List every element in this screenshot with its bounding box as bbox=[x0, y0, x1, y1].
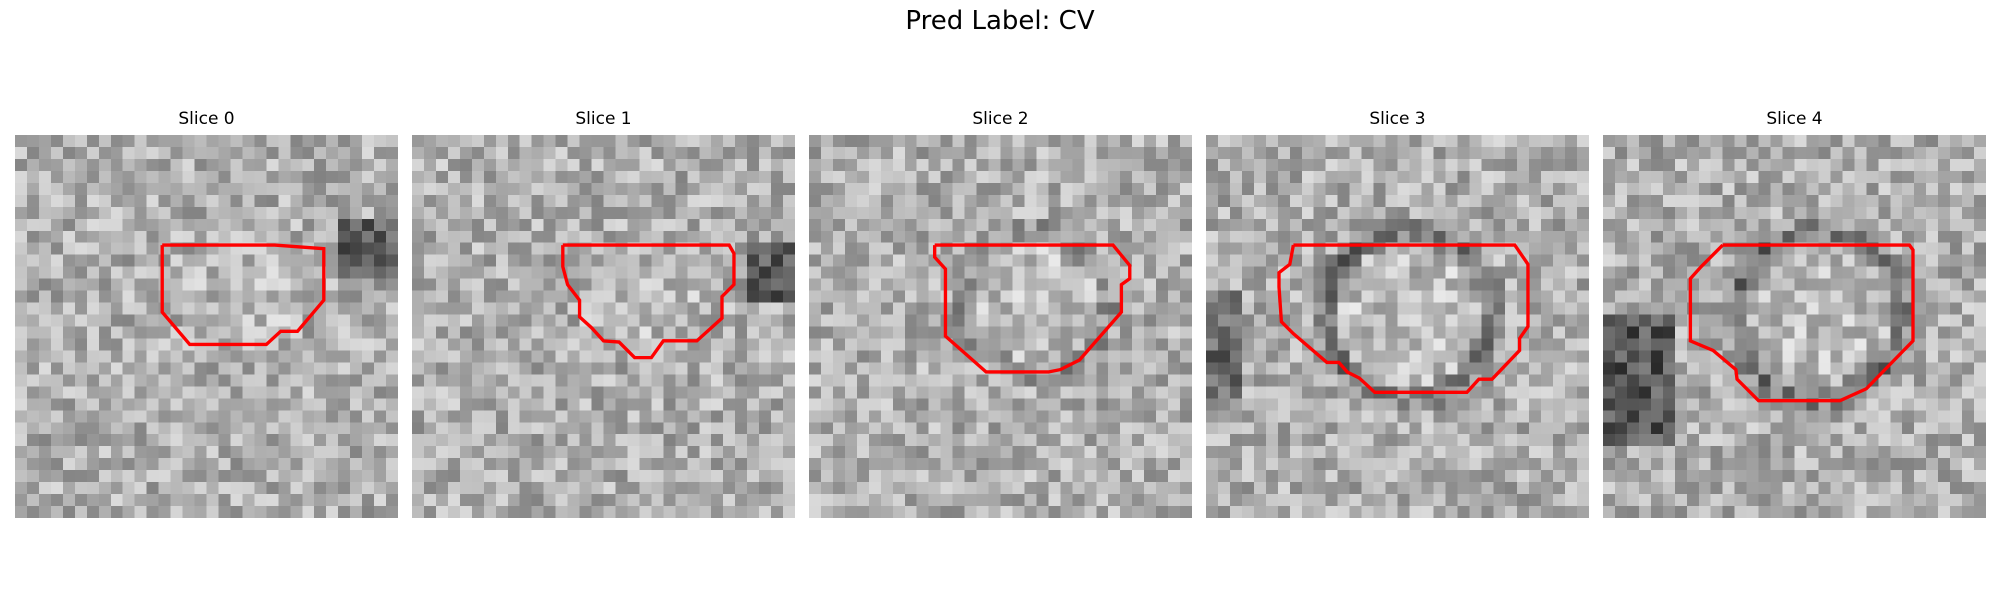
slice-title-1: Slice 1 bbox=[575, 109, 632, 129]
slice-image-3 bbox=[1206, 135, 1589, 518]
slice-title-0: Slice 0 bbox=[178, 109, 235, 129]
contour-1 bbox=[561, 243, 736, 360]
slice-panel-0: Slice 0 bbox=[15, 108, 398, 518]
contour-0 bbox=[160, 243, 326, 347]
slice-image-4 bbox=[1603, 135, 1986, 518]
slice-panel-3: Slice 3 bbox=[1206, 108, 1589, 518]
slice-panel-1: Slice 1 bbox=[412, 108, 795, 518]
slice-image-1 bbox=[412, 135, 795, 518]
contour-4 bbox=[1688, 243, 1915, 403]
slice-image-2 bbox=[809, 135, 1192, 518]
slice-image-0 bbox=[15, 135, 398, 518]
figure-title: Pred Label: CV bbox=[905, 6, 1095, 36]
contour-3 bbox=[1277, 243, 1530, 395]
slice-panel-4: Slice 4 bbox=[1603, 108, 1986, 518]
slice-title-2: Slice 2 bbox=[972, 109, 1029, 129]
contour-2 bbox=[932, 243, 1132, 374]
slice-title-3: Slice 3 bbox=[1369, 109, 1426, 129]
slice-panel-2: Slice 2 bbox=[809, 108, 1192, 518]
slice-title-4: Slice 4 bbox=[1766, 109, 1823, 129]
